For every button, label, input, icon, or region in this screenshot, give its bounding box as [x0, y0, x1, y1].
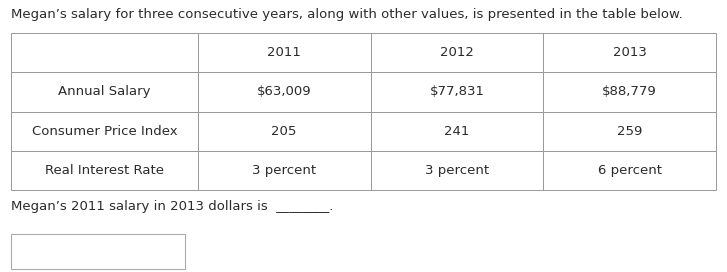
- Text: $63,009: $63,009: [257, 85, 311, 98]
- Text: 241: 241: [444, 125, 470, 138]
- Text: Consumer Price Index: Consumer Price Index: [31, 125, 177, 138]
- Bar: [198, 72, 371, 112]
- Text: Megan’s salary for three consecutive years, along with other values, is presente: Megan’s salary for three consecutive yea…: [11, 8, 683, 21]
- Text: $77,831: $77,831: [430, 85, 484, 98]
- Bar: [543, 151, 716, 190]
- Bar: [198, 33, 371, 72]
- Bar: [543, 112, 716, 151]
- Bar: [11, 72, 198, 112]
- Bar: [11, 234, 185, 269]
- Text: 2013: 2013: [613, 46, 646, 59]
- Text: 2012: 2012: [440, 46, 474, 59]
- Bar: [11, 151, 198, 190]
- Text: 6 percent: 6 percent: [598, 164, 662, 177]
- Text: Annual Salary: Annual Salary: [58, 85, 150, 98]
- Bar: [543, 72, 716, 112]
- Bar: [198, 151, 371, 190]
- Bar: [371, 33, 543, 72]
- Text: 205: 205: [271, 125, 297, 138]
- Bar: [198, 112, 371, 151]
- Text: $88,779: $88,779: [603, 85, 657, 98]
- Text: 259: 259: [617, 125, 643, 138]
- Bar: [371, 112, 543, 151]
- Text: 2011: 2011: [268, 46, 301, 59]
- Bar: [11, 112, 198, 151]
- Text: Real Interest Rate: Real Interest Rate: [45, 164, 164, 177]
- Bar: [371, 151, 543, 190]
- Text: Megan’s 2011 salary in 2013 dollars is  ________.: Megan’s 2011 salary in 2013 dollars is _…: [11, 200, 333, 213]
- Text: 3 percent: 3 percent: [425, 164, 489, 177]
- Bar: [371, 72, 543, 112]
- Text: 3 percent: 3 percent: [252, 164, 316, 177]
- Bar: [543, 33, 716, 72]
- Bar: [11, 33, 198, 72]
